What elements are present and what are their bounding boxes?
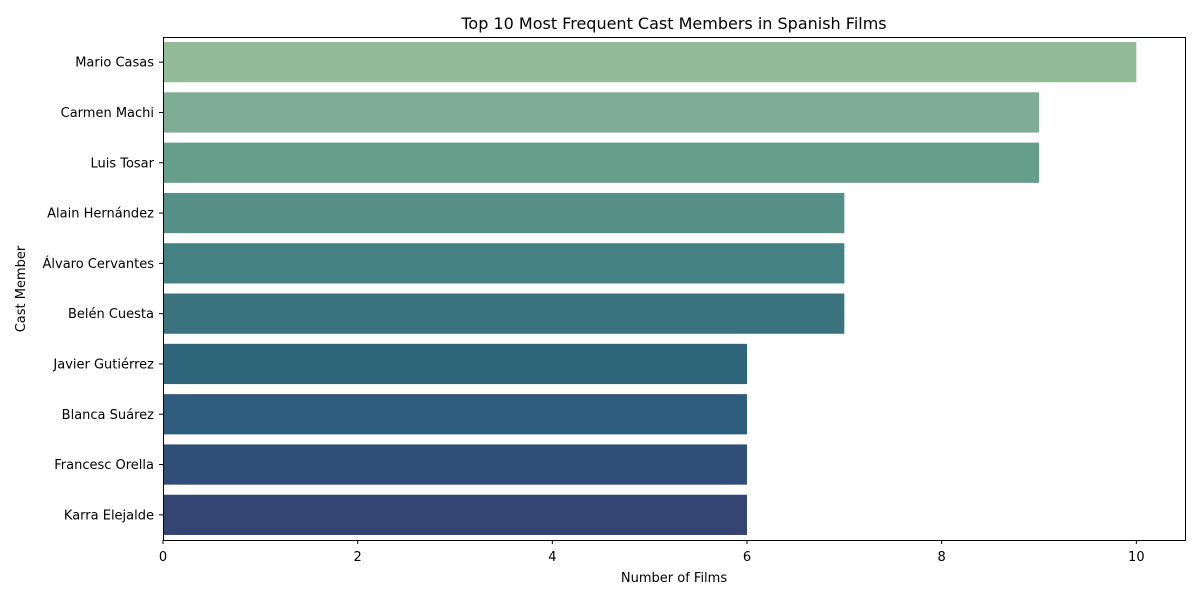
bar — [164, 444, 747, 485]
bars-layer — [164, 42, 1137, 535]
bar — [164, 343, 747, 385]
x-tick-label: 2 — [354, 550, 362, 565]
bar — [164, 142, 1039, 183]
y-tick-label: Francesc Orella — [54, 458, 154, 473]
bar — [164, 394, 747, 435]
bar — [164, 293, 845, 334]
bar — [164, 192, 845, 234]
y-tick-label: Luis Tosar — [90, 156, 154, 171]
y-axis-label: Cast Member — [14, 245, 29, 332]
bar — [164, 92, 1039, 133]
bar — [164, 42, 1137, 83]
y-tick-label: Blanca Suárez — [62, 408, 154, 423]
y-tick-label: Alain Hernández — [47, 207, 154, 222]
bar — [164, 243, 845, 284]
x-tick-label: 4 — [548, 550, 556, 565]
x-axis-label: Number of Films — [621, 571, 727, 586]
y-tick-label: Mario Casas — [75, 56, 154, 71]
x-tick-label: 6 — [743, 550, 751, 565]
y-tick-label: Karra Elejalde — [64, 508, 154, 523]
y-tick-label: Belén Cuesta — [68, 307, 154, 322]
chart-title: Top 10 Most Frequent Cast Members in Spa… — [460, 14, 886, 33]
x-tick-label: 0 — [159, 550, 167, 565]
y-tick-label: Javier Gutiérrez — [52, 357, 154, 372]
bar — [164, 494, 747, 535]
y-tick-label: Álvaro Cervantes — [43, 256, 155, 272]
x-tick-label: 8 — [938, 550, 946, 565]
x-tick-label: 10 — [1128, 550, 1145, 565]
x-axis-ticks: 0 2 4 6 8 10 — [159, 540, 1145, 565]
y-tick-labels: Mario Casas Carmen Machi Luis Tosar Alain H… — [43, 56, 163, 523]
y-tick-label: Carmen Machi — [61, 106, 154, 121]
